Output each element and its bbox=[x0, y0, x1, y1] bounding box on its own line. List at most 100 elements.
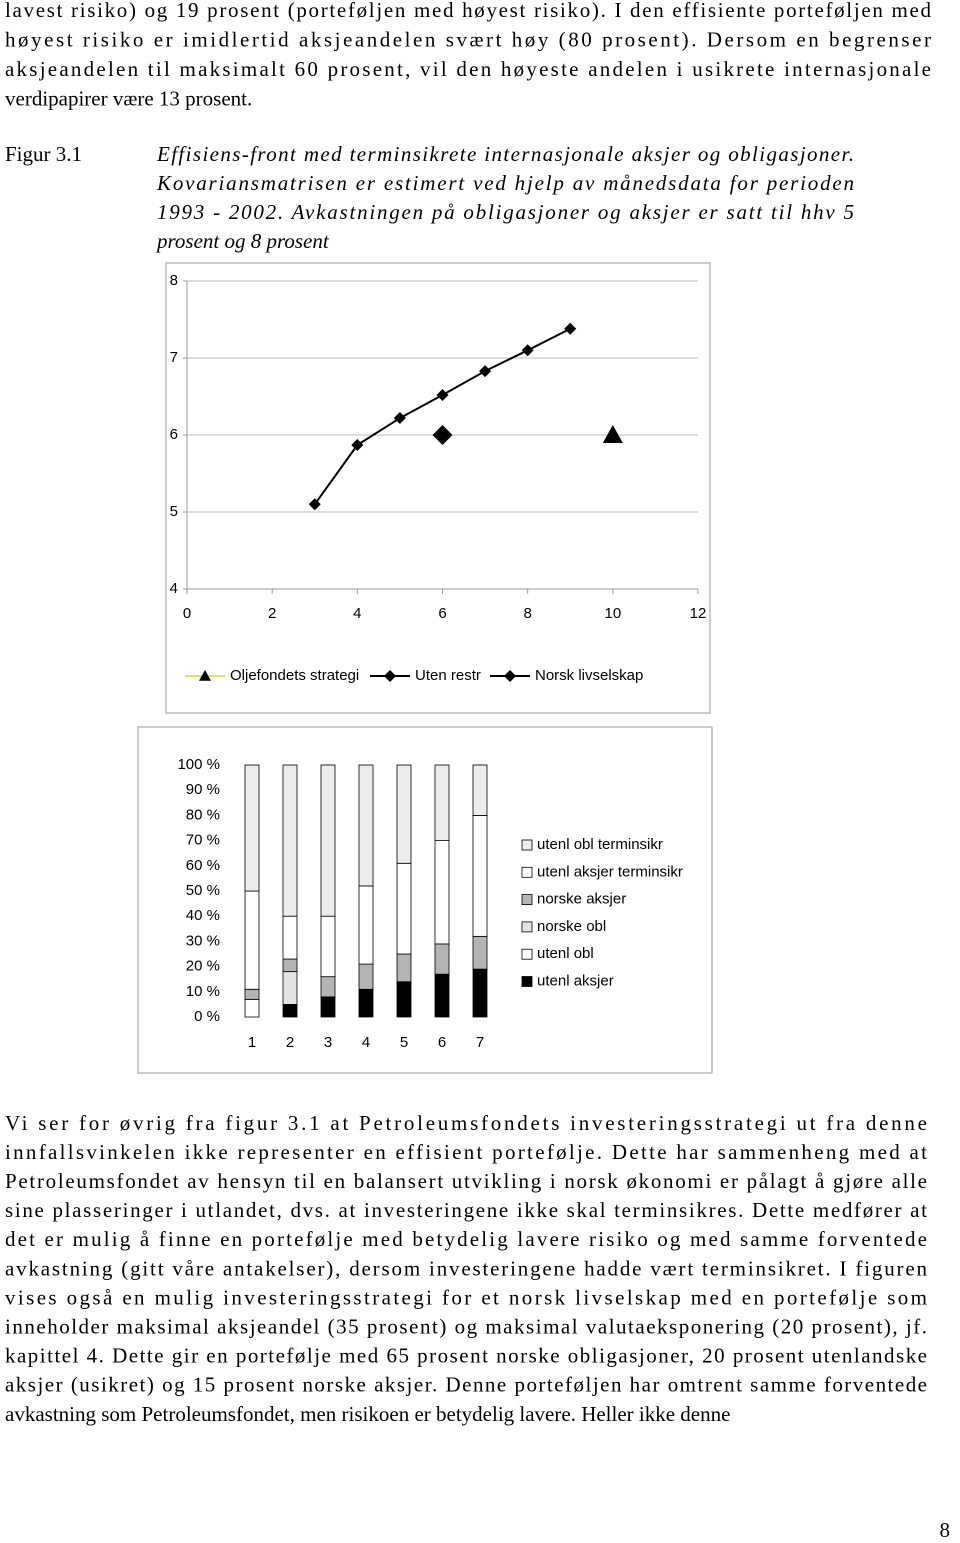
diamond-marker bbox=[308, 498, 321, 511]
y-tick-label: 60 % bbox=[186, 857, 220, 874]
bar-segment bbox=[244, 890, 260, 990]
bar-segment bbox=[282, 764, 298, 917]
bar-segment bbox=[282, 915, 298, 960]
bar-segment bbox=[396, 953, 412, 983]
bar-segment bbox=[434, 973, 450, 1018]
legend-label: utenl obl bbox=[537, 945, 594, 962]
text-line: aksjeandelen til maksimalt 60 prosent, v… bbox=[5, 57, 931, 81]
y-tick-label: 40 % bbox=[186, 907, 220, 924]
text-line: sine plasseringer i utlandet, dvs. at in… bbox=[5, 1198, 927, 1222]
text-line: avkastning (gitt våre antakelser), derso… bbox=[5, 1256, 928, 1280]
y-tick-label: 80 % bbox=[186, 806, 220, 823]
bar-segment bbox=[472, 815, 488, 937]
triangle-marker bbox=[602, 425, 623, 443]
bar-segment bbox=[396, 981, 412, 1018]
diamond-marker bbox=[436, 388, 449, 401]
bar-segment bbox=[320, 764, 336, 917]
bar-segment bbox=[282, 971, 298, 1005]
legend-swatch bbox=[521, 839, 533, 851]
bar-segment bbox=[434, 764, 450, 841]
legend-label: utenl aksjer bbox=[537, 972, 614, 989]
legend-swatch bbox=[521, 976, 533, 987]
y-tick-label: 90 % bbox=[186, 781, 220, 798]
bar-segment bbox=[472, 935, 488, 970]
bar-segment bbox=[396, 764, 412, 864]
series-line bbox=[313, 327, 571, 505]
chart-frame bbox=[137, 726, 713, 1074]
bar-segment bbox=[358, 963, 374, 990]
diamond-marker bbox=[479, 365, 492, 378]
y-tick-label: 10 % bbox=[186, 983, 220, 1000]
bar-segment bbox=[282, 958, 298, 973]
bar-segment bbox=[282, 1004, 298, 1018]
text-line: innfallsvinkelen ikke representer en eff… bbox=[5, 1140, 927, 1164]
bar-segment bbox=[320, 976, 336, 998]
text-line: inneholder maksimal aksjeandel (35 prose… bbox=[5, 1315, 927, 1339]
bar-segment bbox=[358, 988, 374, 1018]
x-tick-label: 5 bbox=[400, 1034, 408, 1051]
diamond-marker bbox=[521, 344, 534, 357]
text-line: det er mulig å finne en portefølje med b… bbox=[5, 1227, 927, 1251]
legend-label: norske obl bbox=[537, 918, 606, 935]
text-line: prosent og 8 prosent bbox=[155, 229, 330, 253]
y-tick-label: 70 % bbox=[186, 832, 220, 849]
text-line: avkastning som Petroleumsfondet, men ris… bbox=[5, 1402, 730, 1426]
bar-segment bbox=[320, 915, 336, 978]
y-tick-label: 4 bbox=[170, 580, 178, 597]
y-tick-label: 6 bbox=[170, 426, 178, 443]
y-tick-label: 100 % bbox=[177, 756, 220, 773]
bar-segment bbox=[434, 943, 450, 975]
diamond-marker bbox=[393, 412, 406, 425]
text-line: aksjer (usikret) og 15 prosent norske ak… bbox=[5, 1373, 927, 1397]
y-tick-label: 7 bbox=[170, 349, 178, 366]
x-tick-label: 2 bbox=[268, 605, 276, 622]
legend-swatch bbox=[521, 866, 533, 878]
legend-label: utenl obl terminsikr bbox=[537, 836, 663, 853]
bar-segment bbox=[320, 996, 336, 1018]
bar-segment bbox=[396, 862, 412, 955]
diamond-marker bbox=[504, 670, 516, 682]
x-tick-label: 10 bbox=[604, 605, 621, 622]
x-tick-label: 3 bbox=[324, 1034, 332, 1051]
x-tick-label: 4 bbox=[362, 1034, 370, 1051]
bar-segment bbox=[358, 764, 374, 887]
x-tick-label: 4 bbox=[353, 605, 361, 622]
text-line: lavest risiko) og 19 prosent (portefølje… bbox=[5, 0, 931, 22]
y-tick-label: 5 bbox=[170, 503, 178, 520]
x-tick-label: 1 bbox=[248, 1034, 256, 1051]
x-tick-label: 12 bbox=[690, 605, 707, 622]
x-tick-label: 8 bbox=[523, 605, 531, 622]
x-tick-label: 2 bbox=[286, 1034, 294, 1051]
legend-swatch bbox=[521, 894, 533, 905]
diamond-marker bbox=[351, 439, 364, 452]
bar-segment bbox=[472, 764, 488, 816]
legend-label: utenl aksjer terminsikr bbox=[537, 863, 683, 880]
triangle-marker bbox=[199, 670, 211, 681]
legend-label: Oljefondets strategi bbox=[230, 667, 359, 684]
text-line: Vi ser for øvrig fra figur 3.1 at Petrol… bbox=[5, 1111, 927, 1135]
legend-swatch bbox=[521, 921, 533, 933]
bar-segment bbox=[358, 885, 374, 965]
bar-segment bbox=[244, 764, 260, 892]
text-line: Petroleumsfondet av hensyn til en balans… bbox=[5, 1169, 927, 1193]
bar-segment bbox=[472, 968, 488, 1018]
y-tick-label: 8 bbox=[170, 272, 178, 289]
y-tick-label: 50 % bbox=[186, 882, 220, 899]
text-line: Effisiens-front med terminsikrete intern… bbox=[156, 142, 854, 166]
legend-label: Norsk livselskap bbox=[535, 667, 643, 684]
text-line: høyest risiko er imidlertid aksjeandelen… bbox=[5, 27, 931, 51]
x-tick-label: 0 bbox=[183, 605, 191, 622]
bar-segment bbox=[244, 988, 260, 1000]
x-tick-label: 7 bbox=[476, 1034, 484, 1051]
legend-label: norske aksjer bbox=[537, 891, 626, 908]
x-tick-label: 6 bbox=[438, 605, 446, 622]
text-line: vises også en mulig investeringsstrategi… bbox=[5, 1285, 927, 1309]
y-tick-label: 20 % bbox=[186, 958, 220, 975]
y-tick-label: 30 % bbox=[186, 932, 220, 949]
diamond-marker bbox=[432, 425, 453, 445]
legend-swatch bbox=[521, 948, 533, 960]
bar-segment bbox=[434, 840, 450, 945]
text-line: Kovariansmatrisen er estimert ved hjelp … bbox=[156, 171, 854, 195]
text-line: verdipapirer være 13 prosent. bbox=[5, 86, 252, 110]
